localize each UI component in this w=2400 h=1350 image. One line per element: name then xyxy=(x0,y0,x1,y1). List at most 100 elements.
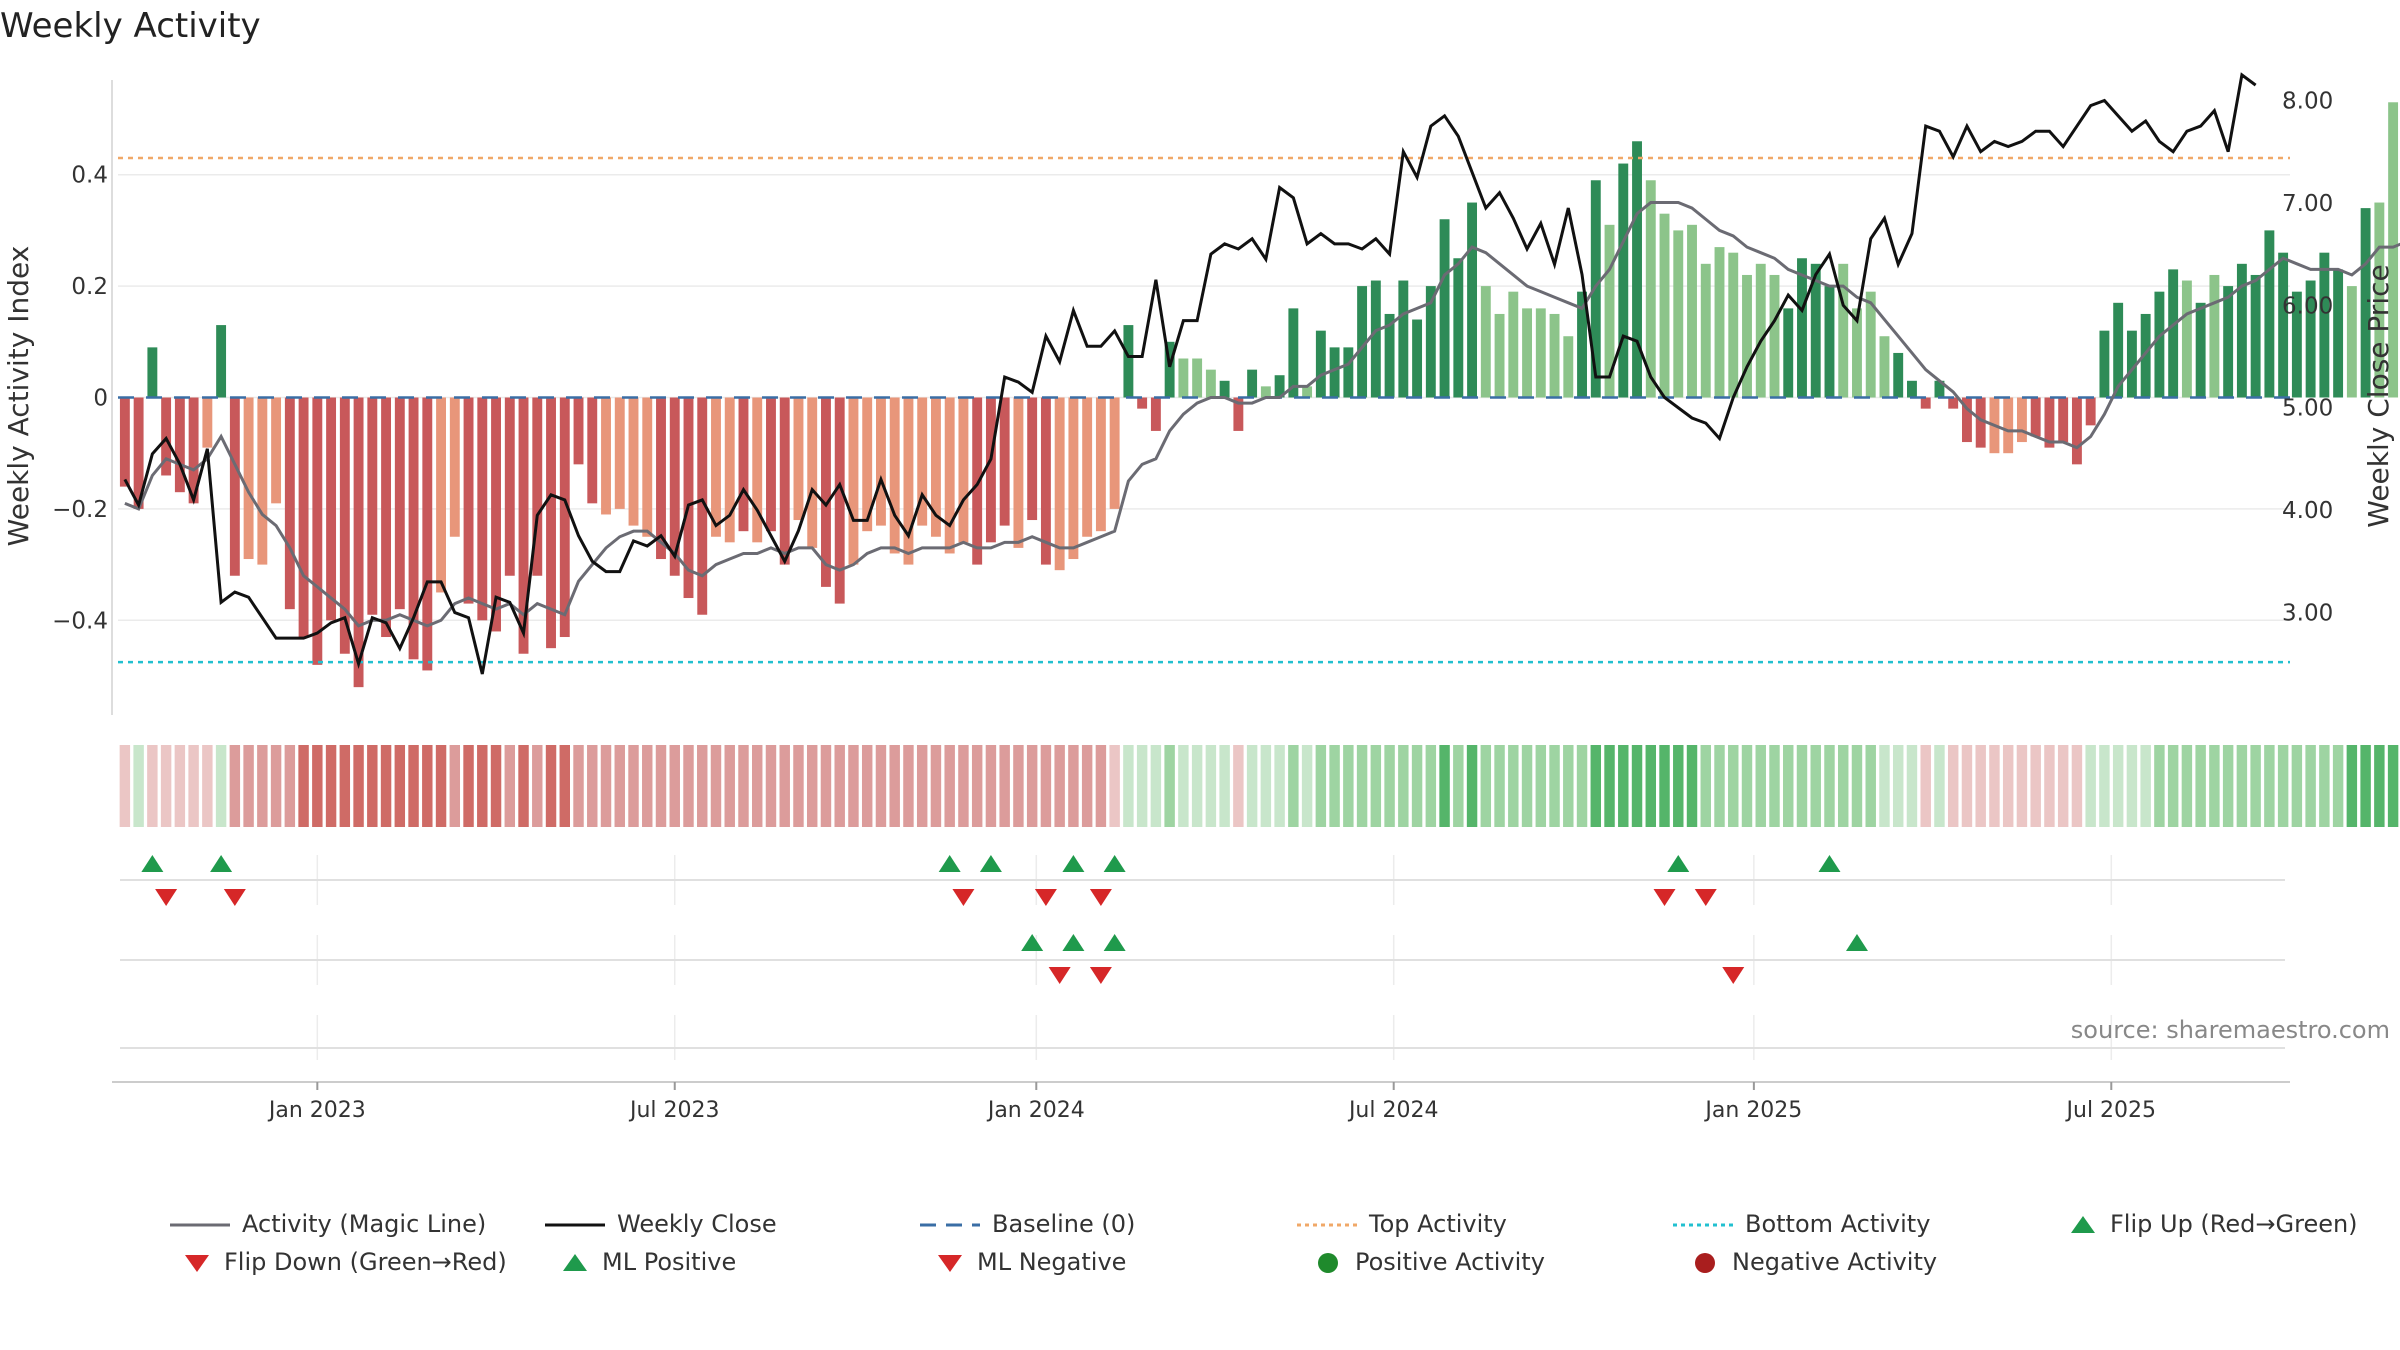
activity-bar xyxy=(1659,213,1670,398)
heat-strip-cell xyxy=(2140,745,2151,827)
activity-bar xyxy=(587,397,598,504)
heat-strip-cell xyxy=(325,745,337,827)
heat-strip-cell xyxy=(422,745,433,827)
activity-bar xyxy=(1068,397,1079,560)
activity-bar xyxy=(862,397,873,532)
y-tick-label-left: 0.4 xyxy=(71,163,108,189)
activity-bar xyxy=(2278,252,2289,398)
legend-item-flip-up: Flip Up (Red→Green) xyxy=(2068,1210,2358,1238)
line-solid-black-icon xyxy=(545,1223,605,1227)
heat-strip-cell xyxy=(298,745,309,827)
ml-negative-marker xyxy=(1089,967,1112,984)
ml-positive-marker xyxy=(1103,934,1126,951)
activity-bar xyxy=(1137,397,1148,409)
heat-strip-cell xyxy=(1260,745,1272,827)
heat-strip-cell xyxy=(559,745,570,827)
activity-bar xyxy=(1714,247,1725,398)
heat-strip-cell xyxy=(1081,745,1093,827)
heat-strip-cell xyxy=(1480,745,1492,827)
activity-bar xyxy=(1274,375,1285,398)
activity-bar xyxy=(1054,397,1065,571)
activity-bar xyxy=(1343,347,1354,398)
heat-strip-cell xyxy=(1783,745,1794,827)
activity-bar xyxy=(1893,352,1904,398)
legend-label: Positive Activity xyxy=(1355,1248,1545,1276)
x-tick-label: Jul 2024 xyxy=(1347,1098,1439,1123)
heat-strip-cell xyxy=(1975,745,1986,827)
activity-bar xyxy=(1522,308,1532,398)
activity-bar xyxy=(930,397,941,537)
activity-bar xyxy=(2058,397,2069,443)
heat-strip-cell xyxy=(394,745,406,827)
activity-bar xyxy=(1632,141,1642,398)
activity-bar xyxy=(2264,230,2275,398)
y-tick-label-right: 8.00 xyxy=(2282,88,2333,114)
activity-bar xyxy=(1755,263,1766,398)
activity-bar xyxy=(1948,397,1959,409)
heat-strip-cell xyxy=(779,745,790,827)
activity-bar xyxy=(463,397,474,604)
heat-strip-cell xyxy=(1714,745,1725,827)
activity-bar xyxy=(2016,397,2027,443)
activity-bar xyxy=(697,397,708,615)
heat-strip-cell xyxy=(1659,745,1670,827)
activity-bar xyxy=(1109,397,1120,509)
heat-strip-cell xyxy=(1769,745,1780,827)
activity-bar xyxy=(1467,202,1478,398)
flip-down-marker xyxy=(1089,889,1112,906)
heat-strip-cell xyxy=(1164,745,1175,827)
activity-bar xyxy=(876,397,886,526)
heat-strip-cell xyxy=(1136,745,1148,827)
heat-strip-cell xyxy=(1508,745,1519,827)
activity-bar xyxy=(2168,269,2179,398)
activity-bar xyxy=(1123,325,1134,398)
activity-bar xyxy=(1370,280,1381,398)
activity-bar xyxy=(944,397,955,554)
heat-strip-cell xyxy=(1191,745,1203,827)
heat-strip-cell xyxy=(999,745,1010,827)
heat-strip-cell xyxy=(2236,745,2248,827)
heat-strip-cell xyxy=(1095,745,1107,827)
activity-bar xyxy=(2181,280,2192,398)
activity-bar xyxy=(1233,397,1244,431)
x-tick-label: Jan 2025 xyxy=(1703,1098,1802,1123)
activity-bar xyxy=(1288,308,1299,398)
y-tick-label-left: −0.4 xyxy=(52,608,108,634)
heat-strip-cell xyxy=(1054,745,1065,827)
heat-strip-cell xyxy=(188,745,199,827)
heat-strip-cell xyxy=(1563,745,1574,827)
heat-strip-cell xyxy=(532,745,543,827)
heat-strip-cell xyxy=(1411,745,1423,827)
activity-bar xyxy=(1302,386,1313,398)
heat-strip-cell xyxy=(683,745,694,827)
activity-bar xyxy=(1384,313,1395,398)
line-dotted-cyan-icon xyxy=(1673,1223,1733,1227)
heat-strip-cell xyxy=(2250,745,2261,827)
heat-strip-cell xyxy=(1645,745,1656,827)
heat-strip-cell xyxy=(202,745,213,827)
activity-bar xyxy=(2044,397,2055,448)
heat-strip-cell xyxy=(463,745,474,827)
activity-bar xyxy=(1934,380,1945,398)
heat-strip-cell xyxy=(545,745,557,827)
activity-bar xyxy=(614,397,625,509)
activity-bar xyxy=(174,397,185,493)
flip-down-marker xyxy=(952,889,975,906)
heat-strip-cell xyxy=(1618,745,1629,827)
heat-strip-cell xyxy=(160,745,172,827)
activity-bar xyxy=(2305,280,2316,398)
heat-strip-cell xyxy=(119,745,131,827)
activity-bar xyxy=(766,397,776,532)
heat-strip xyxy=(119,745,2399,827)
activity-bar xyxy=(147,347,158,398)
heat-strip-cell xyxy=(2112,745,2124,827)
y-axis-title-left: Weekly Activity Index xyxy=(2,246,35,547)
heat-strip-cell xyxy=(339,745,351,827)
flip-up-marker xyxy=(141,855,164,872)
activity-bar xyxy=(257,397,268,565)
heat-strip-cell xyxy=(2387,745,2399,827)
activity-bar xyxy=(1398,280,1409,398)
heat-strip-cell xyxy=(1838,745,1849,827)
heat-strip-cell xyxy=(1741,745,1753,827)
activity-bar xyxy=(958,397,969,543)
